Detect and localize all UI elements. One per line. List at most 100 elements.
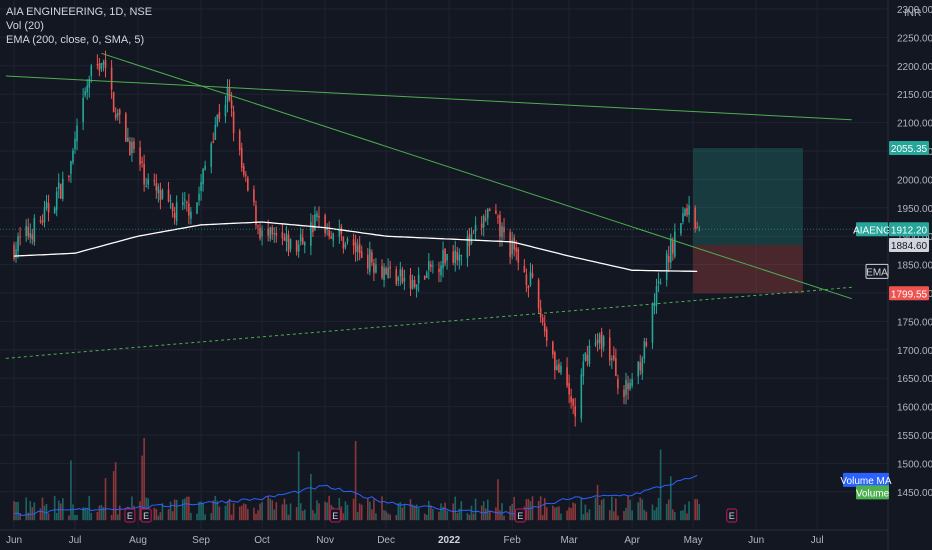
volume-bar [643,509,646,521]
earnings-marker[interactable]: E [140,508,152,523]
volume-bar [188,496,190,521]
volume-bar [161,503,164,521]
earnings-marker-label: E [332,511,338,521]
candle-body [586,354,589,361]
volume-bar [631,510,633,521]
time-axis-bg [0,530,888,550]
x-tick-label: Jul [811,535,824,546]
volume-bar [470,505,473,521]
volume-bar [143,438,145,521]
volume-bar [674,512,676,521]
candle-body [139,147,141,165]
candle-body [184,199,186,201]
candle-body [125,113,127,142]
candle-body [625,380,627,395]
volume-bar [537,500,540,521]
volume-indicator-label[interactable]: Vol (20) [6,20,44,32]
volume-bar [259,503,261,521]
volume-bar [118,505,121,521]
candle-body [531,273,534,278]
candle-body [529,271,532,286]
volume-bar [110,514,113,521]
candle-body [397,277,400,281]
volume-bar [169,501,172,521]
candle-body [41,220,44,223]
volume-bar [682,510,684,521]
candle-body [167,189,170,202]
candle-body [659,282,662,284]
volume-bar [314,513,316,521]
x-tick-label: Nov [316,535,334,546]
candle-body [261,230,263,237]
volume-ma-badge: Volume MA [840,476,891,487]
candle-body [238,130,241,150]
volume-bar [72,504,74,521]
volume-bar [645,511,648,521]
candle-body [444,248,446,264]
volume-bar [531,496,534,521]
candle-body [275,233,278,236]
candle-body [385,268,387,275]
candle-body [572,398,574,406]
candle-body [82,97,84,123]
symbol-title[interactable]: AIA ENGINEERING, 1D, NSE [6,6,153,18]
volume-bar [655,507,658,521]
earnings-marker[interactable]: E [514,508,526,523]
candle-body [253,189,255,203]
y-tick-label: 2300.00 [897,5,932,16]
volume-bar [511,503,513,521]
x-tick-label: 2022 [438,535,461,546]
volume-bar [482,501,485,521]
y-tick-label: 1500.00 [897,459,932,470]
candle-body [672,241,674,254]
candle-body [541,317,544,323]
candle-body [680,223,682,234]
volume-bar [96,511,99,521]
volume-bar [545,507,548,521]
candle-body [287,235,290,252]
y-tick-label: 1450.00 [897,488,932,499]
volume-bar [104,478,107,521]
candle-body [446,254,448,261]
earnings-marker[interactable]: E [124,508,136,523]
currency-label[interactable]: INR [904,8,922,19]
candle-body [310,221,312,246]
volume-bar [200,501,202,521]
candle-body [354,242,357,253]
y-tick-label: 1950.00 [897,204,932,215]
candle-body [495,210,497,214]
candle-body [147,178,149,185]
volume-bar [509,505,511,521]
volume-bar [184,498,186,521]
candle-body [525,274,528,285]
candle-body [515,247,518,252]
volume-bar [387,513,389,521]
earnings-marker-box [329,508,341,523]
candle-body [88,78,91,88]
candle-body [511,239,513,255]
volume-badge-bg [856,485,889,500]
volume-bar [186,496,188,521]
candle-body [432,265,434,267]
earnings-marker[interactable]: E [329,508,341,523]
volume-bar [226,501,229,521]
candle-body [387,267,389,278]
ema-indicator-label[interactable]: EMA (200, close, 0, SMA, 5) [6,34,145,46]
candle-body [316,213,318,218]
candle-body [281,232,284,239]
candle-body [472,232,475,234]
volume-bar [409,499,412,521]
candle-body [623,389,625,397]
candle-body [667,255,670,263]
candle-body [596,339,599,343]
candle-body [480,223,483,228]
candle-body [127,137,129,142]
volume-bar [395,515,398,521]
ema-line [13,221,698,273]
candle-body [224,104,227,117]
volume-bar [399,501,402,521]
stop-price-badge-bg [889,286,929,301]
candle-body [428,261,430,270]
earnings-marker[interactable]: E [726,508,738,523]
